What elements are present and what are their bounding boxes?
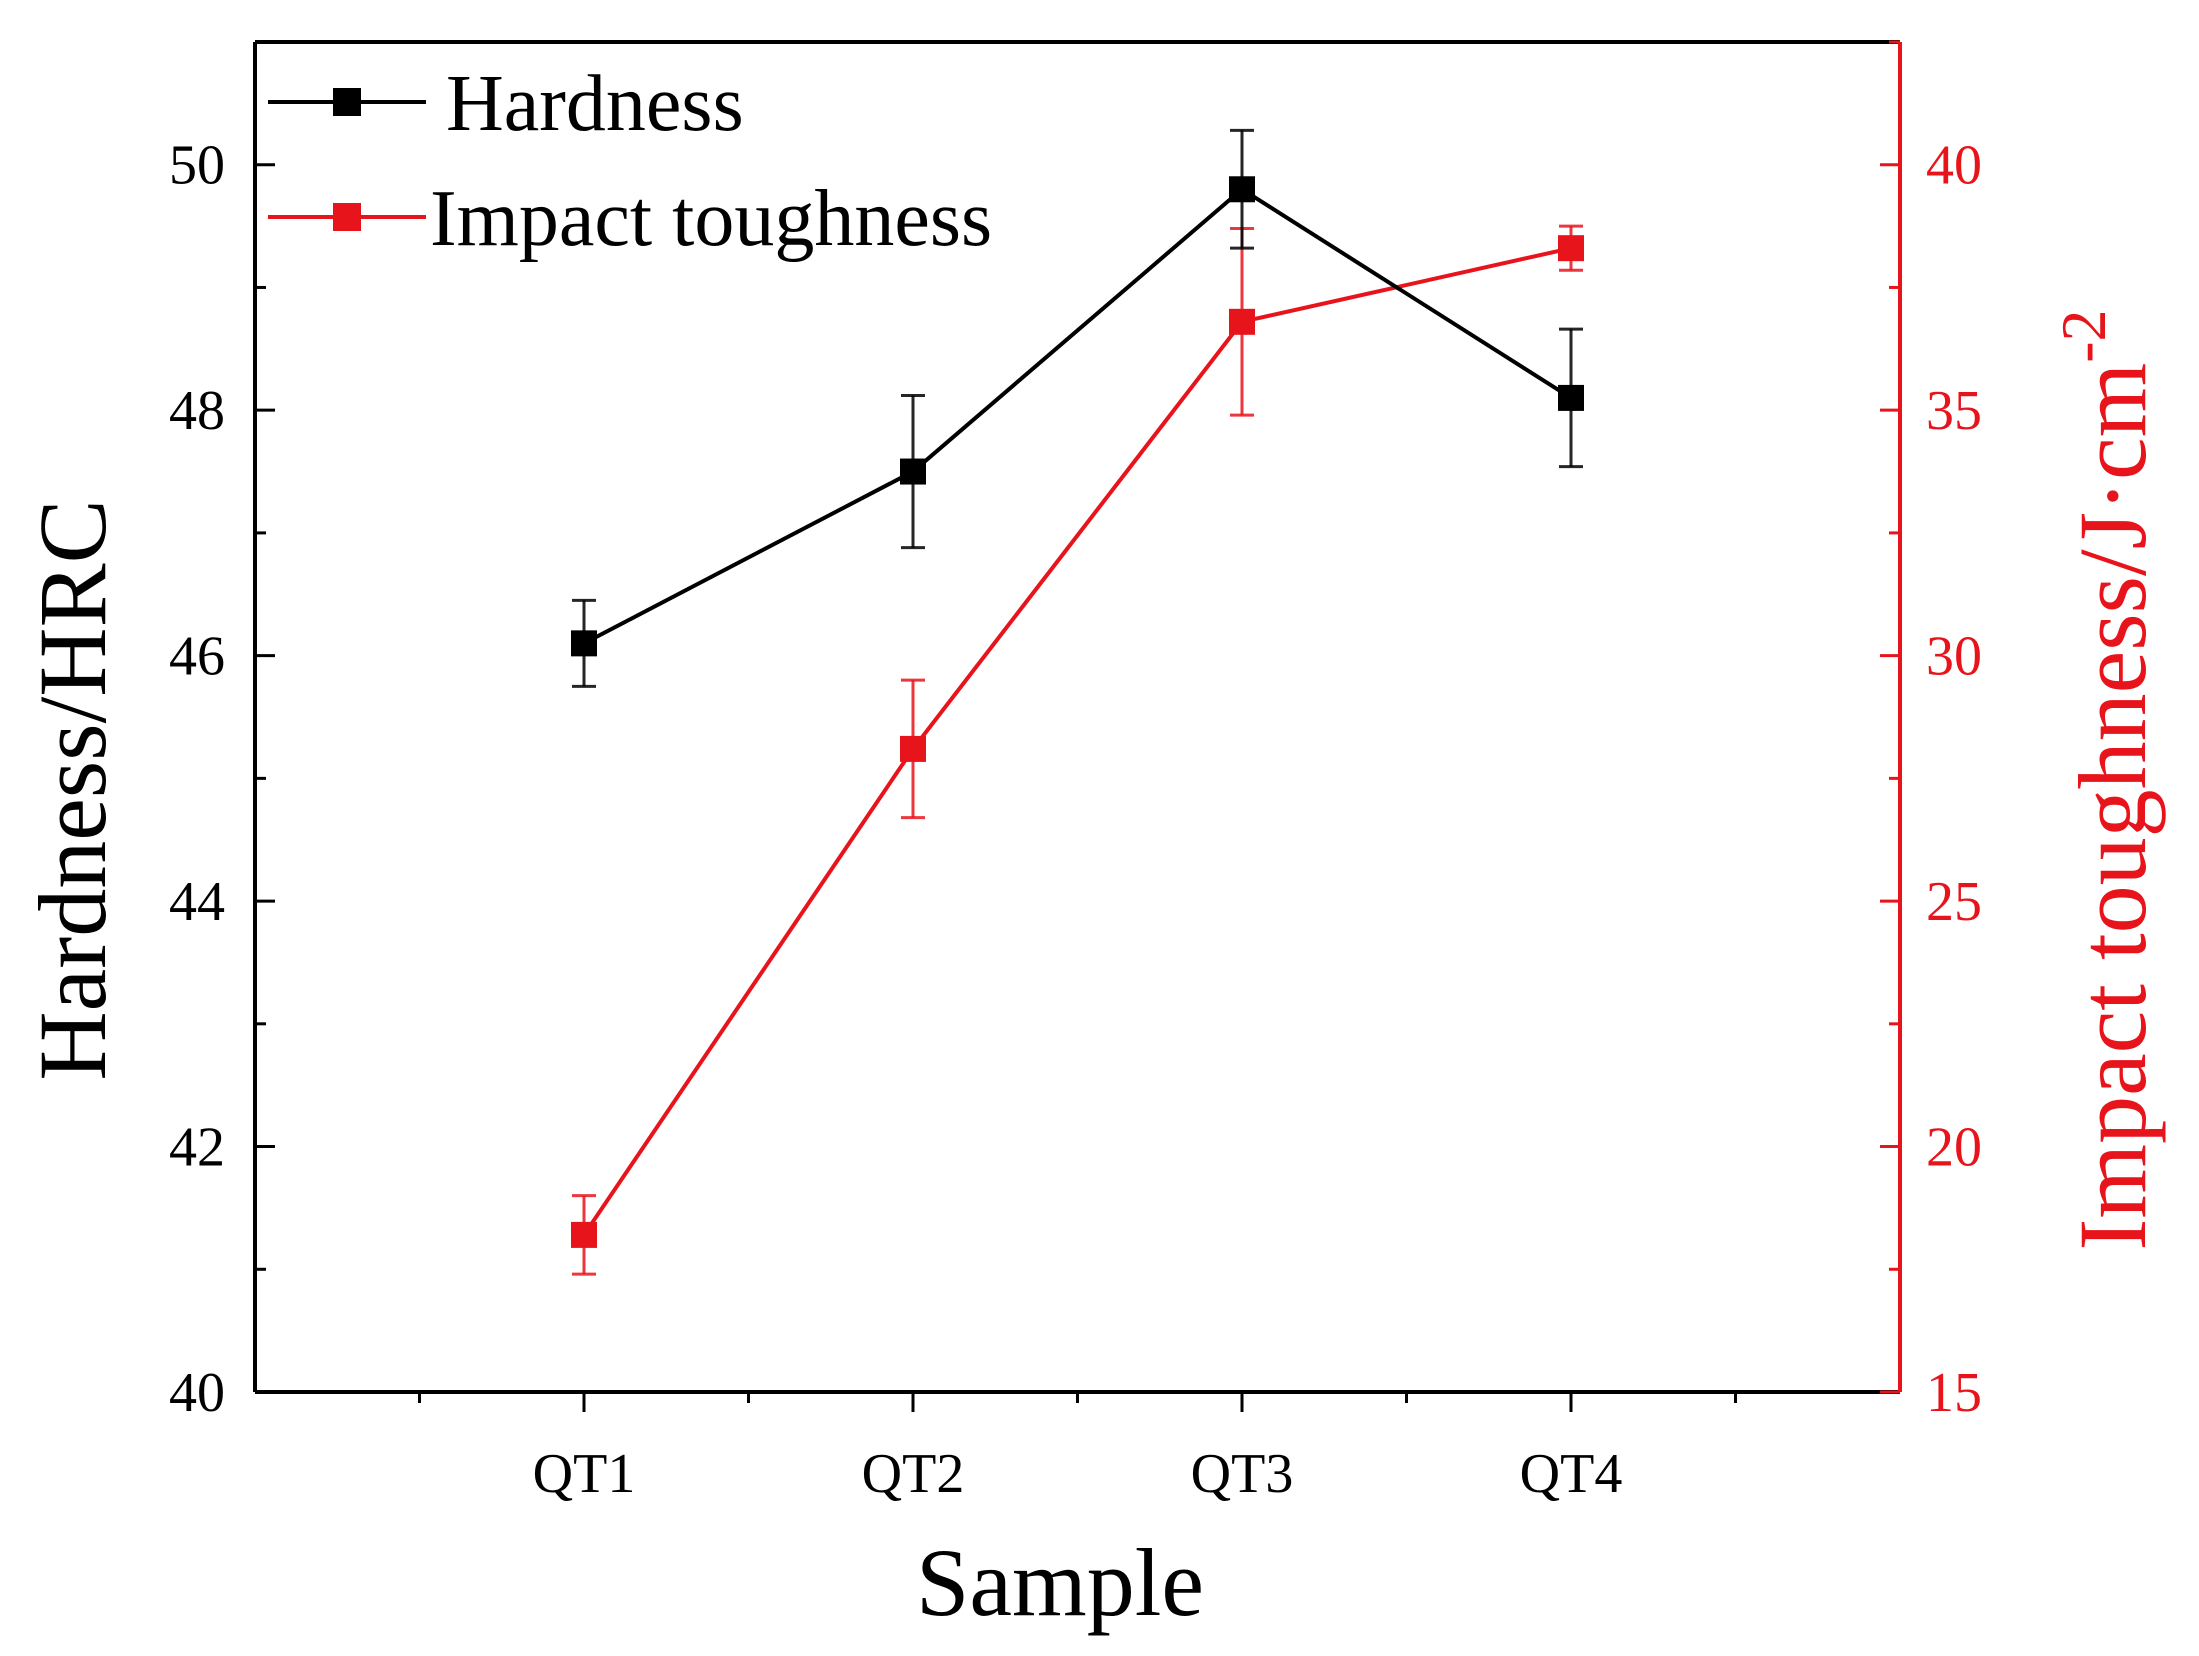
right-tick-label: 20: [1926, 1117, 1982, 1179]
x-tick-label: QT4: [1520, 1443, 1623, 1505]
series-layer: [571, 128, 1584, 1276]
impact-point: [1558, 235, 1584, 262]
legend: Hardness Impact toughness: [268, 60, 992, 263]
hardness-point: [571, 630, 597, 657]
right-tick-label: 30: [1926, 626, 1982, 688]
right-tick-label: 15: [1926, 1362, 1982, 1424]
left-tick-label: 50: [169, 135, 225, 197]
hardness-point: [1558, 384, 1584, 411]
impact-line: [582, 246, 1572, 1237]
left-tick-label: 40: [169, 1362, 225, 1424]
impact-point: [900, 735, 926, 762]
legend-label-hardness: Hardness: [446, 60, 744, 148]
x-axis-ticks: QT1 QT2 QT3 QT4: [418, 1392, 1737, 1505]
x-axis-title: Sample: [916, 1529, 1204, 1636]
right-tick-label: 25: [1926, 871, 1982, 933]
left-tick-label: 42: [169, 1117, 225, 1179]
left-tick-label: 48: [169, 380, 225, 442]
right-axis-title: Impact toughness/J·cm-2: [2048, 309, 2166, 1250]
series-impact: [571, 224, 1584, 1276]
left-tick-label: 46: [169, 626, 225, 688]
right-tick-label: 40: [1926, 135, 1982, 197]
impact-point: [1229, 308, 1255, 335]
legend-marker-impact: [333, 203, 361, 231]
left-axis-title: Hardness/HRC: [19, 499, 126, 1080]
impact-point: [571, 1221, 597, 1248]
legend-marker-hardness: [333, 88, 361, 116]
right-axis-title-superscript: -2: [2048, 309, 2119, 362]
right-axis-ticks: 15 20 25 30 35 40: [1880, 40, 1982, 1424]
left-axis-ticks: 40 42 44 46 48 50: [169, 135, 275, 1424]
left-tick-label: 44: [169, 871, 225, 933]
hardness-point: [1229, 176, 1255, 203]
x-tick-label: QT2: [862, 1443, 965, 1505]
legend-label-impact: Impact toughness: [430, 175, 992, 263]
hardness-point: [900, 458, 926, 485]
x-tick-label: QT3: [1191, 1443, 1294, 1505]
x-tick-label: QT1: [533, 1443, 636, 1505]
right-axis-title-main: Impact toughness/J·cm: [2059, 363, 2166, 1251]
hardness-line: [583, 186, 1573, 646]
right-tick-label: 35: [1926, 380, 1982, 442]
series-hardness: [571, 128, 1584, 688]
plot-frame: [253, 40, 1902, 1394]
